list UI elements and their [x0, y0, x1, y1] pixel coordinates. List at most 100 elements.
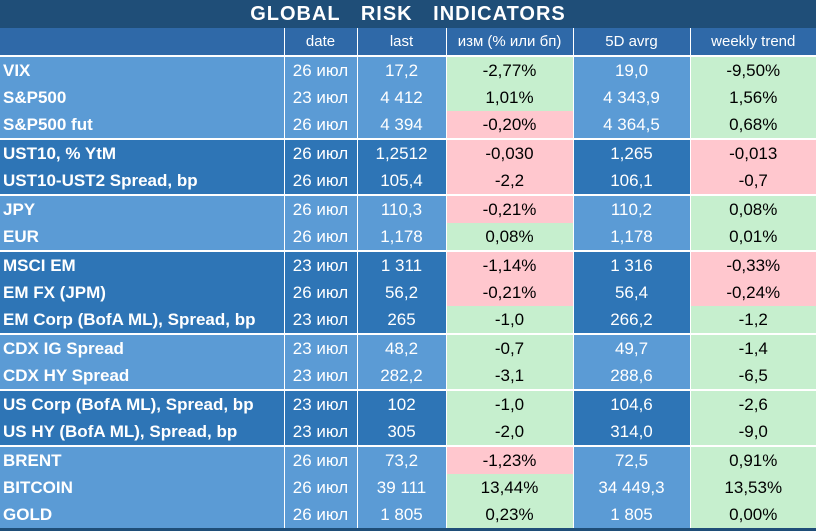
weekly-trend-cell[interactable]: -0,24% [690, 279, 816, 306]
indicator-name-cell[interactable]: UST10-UST2 Spread, bp [0, 167, 285, 195]
date-cell[interactable]: 23 июл [284, 84, 358, 111]
change-cell[interactable]: -0,21% [446, 194, 574, 223]
change-cell[interactable]: 0,23% [446, 501, 574, 528]
weekly-trend-cell[interactable]: -9,50% [690, 55, 816, 84]
indicator-name-cell[interactable]: CDX IG Spread [0, 333, 285, 362]
date-cell[interactable]: 26 июл [284, 501, 358, 528]
change-cell[interactable]: -3,1 [446, 362, 574, 390]
date-cell[interactable]: 23 июл [284, 306, 358, 334]
last-value-cell[interactable]: 1,178 [357, 223, 447, 251]
change-cell[interactable]: -1,14% [446, 250, 574, 279]
weekly-trend-cell[interactable]: -1,2 [690, 306, 816, 334]
weekly-trend-cell[interactable]: -0,013 [690, 138, 816, 167]
five-day-average-cell[interactable]: 4 364,5 [573, 111, 691, 139]
five-day-average-cell[interactable]: 4 343,9 [573, 84, 691, 111]
last-value-cell[interactable]: 282,2 [357, 362, 447, 390]
five-day-average-cell[interactable]: 104,6 [573, 389, 691, 418]
indicator-name-cell[interactable]: US Corp (BofA ML), Spread, bp [0, 389, 285, 418]
weekly-trend-cell[interactable]: 0,91% [690, 445, 816, 474]
five-day-average-cell[interactable]: 49,7 [573, 333, 691, 362]
weekly-trend-cell[interactable]: -9,0 [690, 418, 816, 446]
indicator-name-cell[interactable]: EM Corp (BofA ML), Spread, bp [0, 306, 285, 334]
change-cell[interactable]: 0,08% [446, 223, 574, 251]
indicator-name-cell[interactable]: S&P500 [0, 84, 285, 111]
header-last[interactable]: last [357, 28, 447, 56]
indicator-name-cell[interactable]: GOLD [0, 501, 285, 528]
five-day-average-cell[interactable]: 56,4 [573, 279, 691, 306]
indicator-name-cell[interactable]: EM FX (JPM) [0, 279, 285, 306]
change-cell[interactable]: -1,23% [446, 445, 574, 474]
date-cell[interactable]: 26 июл [284, 194, 358, 223]
last-value-cell[interactable]: 48,2 [357, 333, 447, 362]
change-cell[interactable]: 1,01% [446, 84, 574, 111]
indicator-name-cell[interactable]: JPY [0, 194, 285, 223]
date-cell[interactable]: 23 июл [284, 250, 358, 279]
five-day-average-cell[interactable]: 314,0 [573, 418, 691, 446]
weekly-trend-cell[interactable]: 0,08% [690, 194, 816, 223]
date-cell[interactable]: 23 июл [284, 333, 358, 362]
header-change[interactable]: изм (% или бп) [446, 28, 574, 56]
five-day-average-cell[interactable]: 1,265 [573, 138, 691, 167]
last-value-cell[interactable]: 73,2 [357, 445, 447, 474]
weekly-trend-cell[interactable]: -6,5 [690, 362, 816, 390]
change-cell[interactable]: -2,2 [446, 167, 574, 195]
indicator-name-cell[interactable]: S&P500 fut [0, 111, 285, 139]
weekly-trend-cell[interactable]: -0,33% [690, 250, 816, 279]
date-cell[interactable]: 23 июл [284, 362, 358, 390]
weekly-trend-cell[interactable]: -2,6 [690, 389, 816, 418]
five-day-average-cell[interactable]: 34 449,3 [573, 474, 691, 501]
header-5d-average[interactable]: 5D avrg [573, 28, 691, 56]
date-cell[interactable]: 23 июл [284, 418, 358, 446]
date-cell[interactable]: 26 июл [284, 55, 358, 84]
indicator-name-cell[interactable]: BITCOIN [0, 474, 285, 501]
last-value-cell[interactable]: 105,4 [357, 167, 447, 195]
five-day-average-cell[interactable]: 1 316 [573, 250, 691, 279]
last-value-cell[interactable]: 39 111 [357, 474, 447, 501]
five-day-average-cell[interactable]: 72,5 [573, 445, 691, 474]
date-cell[interactable]: 26 июл [284, 474, 358, 501]
change-cell[interactable]: -0,21% [446, 279, 574, 306]
date-cell[interactable]: 26 июл [284, 223, 358, 251]
change-cell[interactable]: -0,7 [446, 333, 574, 362]
five-day-average-cell[interactable]: 19,0 [573, 55, 691, 84]
header-weekly-trend[interactable]: weekly trend [690, 28, 816, 56]
indicator-name-cell[interactable]: UST10, % YtM [0, 138, 285, 167]
date-cell[interactable]: 26 июл [284, 279, 358, 306]
five-day-average-cell[interactable]: 106,1 [573, 167, 691, 195]
header-name[interactable] [0, 28, 285, 56]
last-value-cell[interactable]: 17,2 [357, 55, 447, 84]
last-value-cell[interactable]: 305 [357, 418, 447, 446]
weekly-trend-cell[interactable]: 13,53% [690, 474, 816, 501]
weekly-trend-cell[interactable]: 1,56% [690, 84, 816, 111]
five-day-average-cell[interactable]: 266,2 [573, 306, 691, 334]
weekly-trend-cell[interactable]: -1,4 [690, 333, 816, 362]
last-value-cell[interactable]: 56,2 [357, 279, 447, 306]
change-cell[interactable]: -0,20% [446, 111, 574, 139]
last-value-cell[interactable]: 4 412 [357, 84, 447, 111]
date-cell[interactable]: 23 июл [284, 389, 358, 418]
last-value-cell[interactable]: 265 [357, 306, 447, 334]
last-value-cell[interactable]: 4 394 [357, 111, 447, 139]
last-value-cell[interactable]: 110,3 [357, 194, 447, 223]
change-cell[interactable]: 13,44% [446, 474, 574, 501]
change-cell[interactable]: -2,77% [446, 55, 574, 84]
indicator-name-cell[interactable]: MSCI EM [0, 250, 285, 279]
five-day-average-cell[interactable]: 1,178 [573, 223, 691, 251]
indicator-name-cell[interactable]: CDX HY Spread [0, 362, 285, 390]
last-value-cell[interactable]: 1,2512 [357, 138, 447, 167]
indicator-name-cell[interactable]: US HY (BofA ML), Spread, bp [0, 418, 285, 446]
header-date[interactable]: date [284, 28, 358, 56]
five-day-average-cell[interactable]: 1 805 [573, 501, 691, 528]
indicator-name-cell[interactable]: BRENT [0, 445, 285, 474]
indicator-name-cell[interactable]: EUR [0, 223, 285, 251]
change-cell[interactable]: -1,0 [446, 306, 574, 334]
weekly-trend-cell[interactable]: 0,68% [690, 111, 816, 139]
weekly-trend-cell[interactable]: 0,00% [690, 501, 816, 528]
five-day-average-cell[interactable]: 110,2 [573, 194, 691, 223]
date-cell[interactable]: 26 июл [284, 111, 358, 139]
last-value-cell[interactable]: 1 311 [357, 250, 447, 279]
date-cell[interactable]: 26 июл [284, 138, 358, 167]
last-value-cell[interactable]: 1 805 [357, 501, 447, 528]
change-cell[interactable]: -1,0 [446, 389, 574, 418]
change-cell[interactable]: -2,0 [446, 418, 574, 446]
